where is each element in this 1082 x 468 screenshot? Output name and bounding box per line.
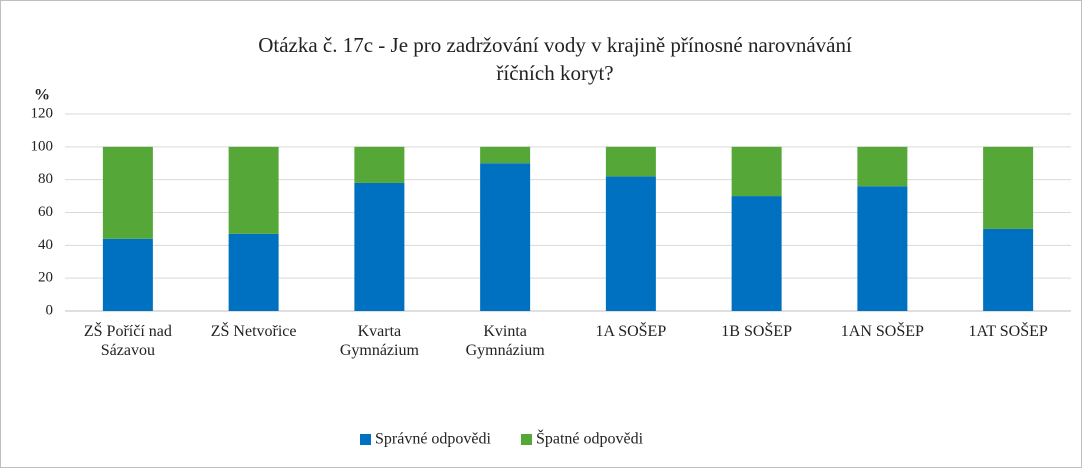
bar-segment <box>857 146 908 187</box>
legend-label: Špatné odpovědi <box>536 429 644 448</box>
legend-swatch <box>520 434 532 445</box>
bar-segment <box>605 176 656 311</box>
y-tick-label: 100 <box>31 138 54 154</box>
legend-label: Správné odpovědi <box>375 431 492 448</box>
x-tick-label: 1A SOŠEP <box>595 323 667 340</box>
bar-segment <box>102 146 153 239</box>
bar-segment <box>354 146 405 183</box>
bar-segment <box>480 163 531 311</box>
y-tick-label: 20 <box>38 270 53 286</box>
bar-segment <box>228 233 279 311</box>
x-tick-label: 1AT SOŠEP <box>968 323 1048 340</box>
x-tick-label: Kvarta Gymnázium <box>339 323 419 359</box>
y-tick-label: 60 <box>38 204 53 220</box>
bar-segment <box>480 146 531 164</box>
bar-segment <box>605 146 656 177</box>
y-tick-label: 40 <box>38 237 53 253</box>
x-tick-label: 1AN SOŠEP <box>840 323 924 340</box>
y-tick-label: 120 <box>31 105 54 121</box>
bar-segment <box>857 186 908 311</box>
bar-segment <box>731 196 782 311</box>
legend-swatch <box>360 434 371 445</box>
y-tick-label: 0 <box>46 302 54 318</box>
x-tick-label: ZŠ Netvořice <box>210 323 297 340</box>
chart-title: Otázka č. 17c - Je pro zadržování vody v… <box>258 33 852 57</box>
bar-segment <box>228 146 279 234</box>
chart-title: říčních koryt? <box>496 61 613 85</box>
bar-segment <box>983 228 1034 311</box>
bar-segment <box>731 146 782 197</box>
y-tick-label: 80 <box>38 171 53 187</box>
bar-segment <box>983 146 1034 229</box>
y-axis-label: % <box>34 87 50 104</box>
bar-segment <box>102 238 153 311</box>
x-tick-label: ZŠ Poříčí nad Sázavou <box>83 323 172 359</box>
bar-segment <box>354 182 405 311</box>
x-tick-label: 1B SOŠEP <box>721 323 792 340</box>
x-tick-label: Kvinta Gymnázium <box>465 323 545 359</box>
